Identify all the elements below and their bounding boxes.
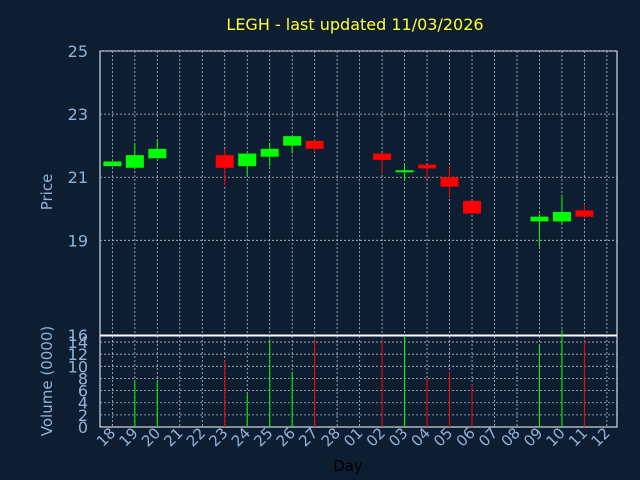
candle-body xyxy=(283,136,302,146)
volume-tick-label: 14 xyxy=(68,333,88,352)
price-panel: 16 19 21 23 25 xyxy=(68,42,618,345)
price-plot-frame xyxy=(99,50,618,336)
candle-body xyxy=(395,170,414,173)
volume-tick-label: 0 xyxy=(78,418,88,437)
volume-axis-label: Volume (0000) xyxy=(38,326,56,436)
volume-tick-label: 6 xyxy=(78,382,88,401)
candle-body xyxy=(238,153,257,167)
x-axis: 1819202122232425262728010203040506070809… xyxy=(93,424,614,450)
price-tick-label: 19 xyxy=(68,231,88,250)
volume-tick-label: 12 xyxy=(68,345,88,364)
candle-body xyxy=(440,177,459,187)
x-tick-label: 12 xyxy=(587,424,613,450)
candle-body xyxy=(305,140,324,149)
x-axis-label: Day xyxy=(333,457,363,475)
candle-body xyxy=(125,155,144,168)
candle-body xyxy=(418,164,437,169)
price-tick-label: 23 xyxy=(68,105,88,124)
candle-body xyxy=(103,161,122,167)
price-tick-label: 21 xyxy=(68,168,88,187)
volume-tick-label: 4 xyxy=(78,394,88,413)
price-tick-label: 16 xyxy=(68,326,88,345)
candle-body xyxy=(463,200,482,214)
volume-tick-label: 8 xyxy=(78,369,88,388)
chart-title: LEGH - last updated 11/03/2026 xyxy=(226,15,483,34)
price-axis-label: Price xyxy=(38,174,56,211)
candle-body xyxy=(260,148,279,157)
candle-body xyxy=(373,153,392,160)
volume-tick-label: 2 xyxy=(78,406,88,425)
candle-body xyxy=(575,210,594,217)
candle-body xyxy=(552,211,571,222)
volume-plot-frame xyxy=(99,335,618,428)
volume-tick-label: 10 xyxy=(68,357,88,376)
candle-body xyxy=(215,155,234,168)
candle-body xyxy=(148,148,167,159)
price-tick-label: 25 xyxy=(68,42,88,61)
candle-body xyxy=(530,216,549,222)
